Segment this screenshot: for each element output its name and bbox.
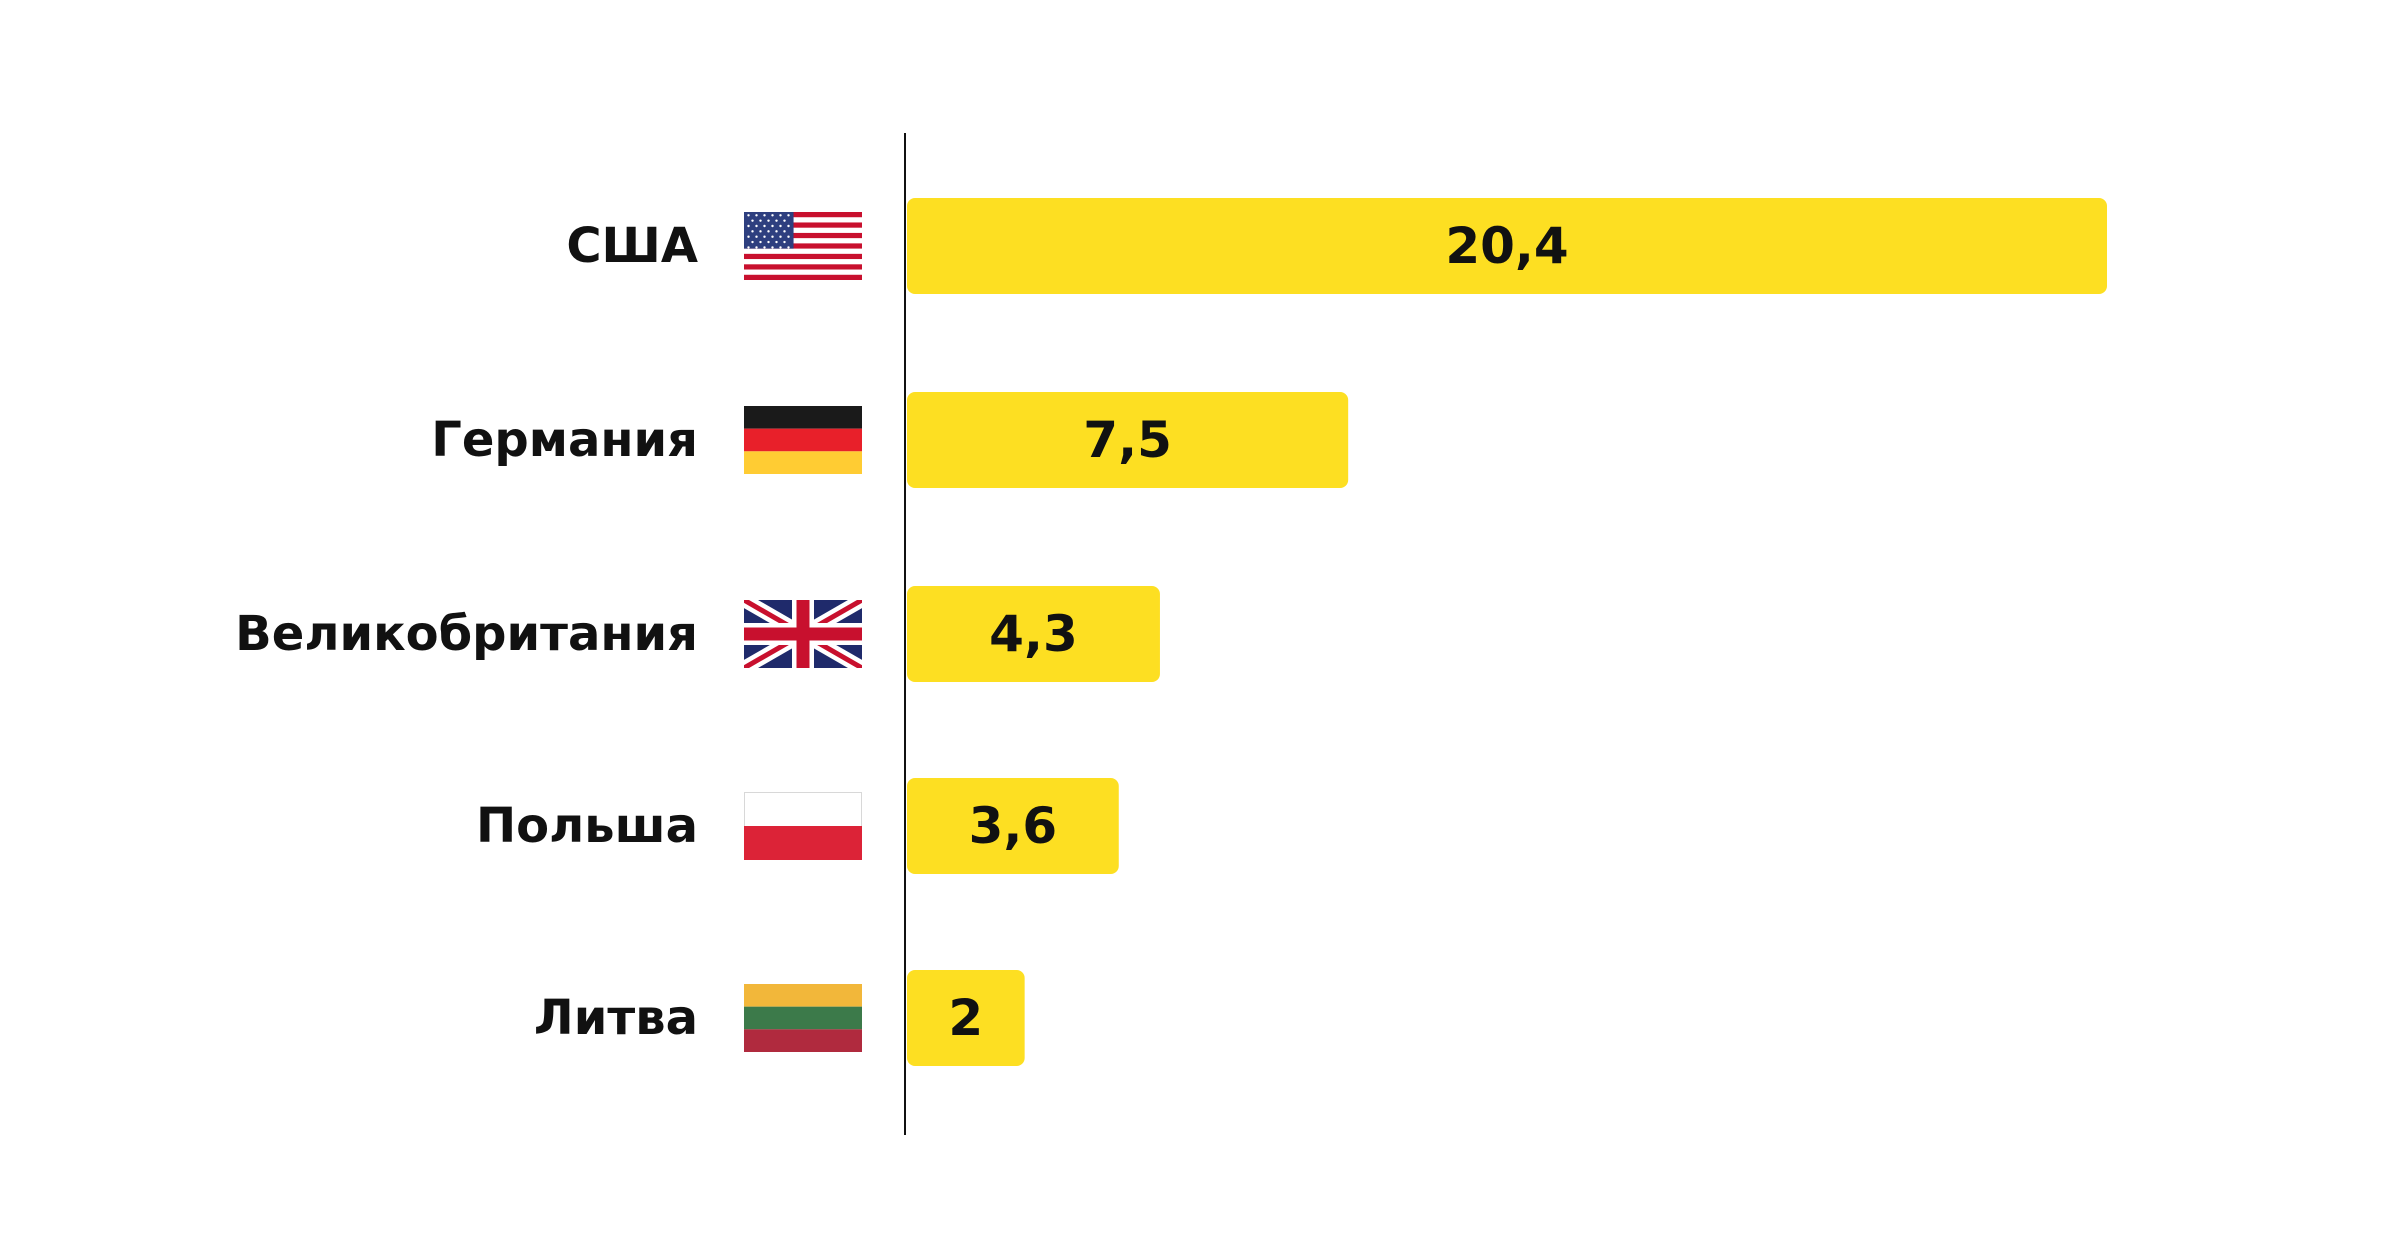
germany-flag-icon bbox=[744, 406, 862, 474]
country-label: Польша bbox=[476, 798, 698, 854]
uk-flag-icon bbox=[744, 600, 862, 668]
country-label: США bbox=[566, 218, 698, 274]
poland-flag-icon bbox=[744, 792, 862, 860]
bar bbox=[907, 778, 1119, 874]
country-label: Германия bbox=[431, 412, 698, 468]
bar-value-label: 3,6 bbox=[969, 797, 1058, 855]
bar bbox=[907, 970, 1025, 1066]
bar-value-label: 20,4 bbox=[1445, 217, 1568, 275]
bar bbox=[907, 198, 2107, 294]
country-label: Великобритания bbox=[235, 606, 698, 662]
bar-value-label: 2 bbox=[948, 989, 983, 1047]
bar bbox=[907, 392, 1349, 488]
lithuania-flag-icon bbox=[744, 984, 862, 1052]
bar bbox=[907, 586, 1160, 682]
us-flag-icon bbox=[744, 212, 862, 280]
country-label: Литва bbox=[534, 990, 698, 1046]
bar-value-label: 4,3 bbox=[989, 605, 1078, 663]
bar-value-label: 7,5 bbox=[1083, 411, 1172, 469]
